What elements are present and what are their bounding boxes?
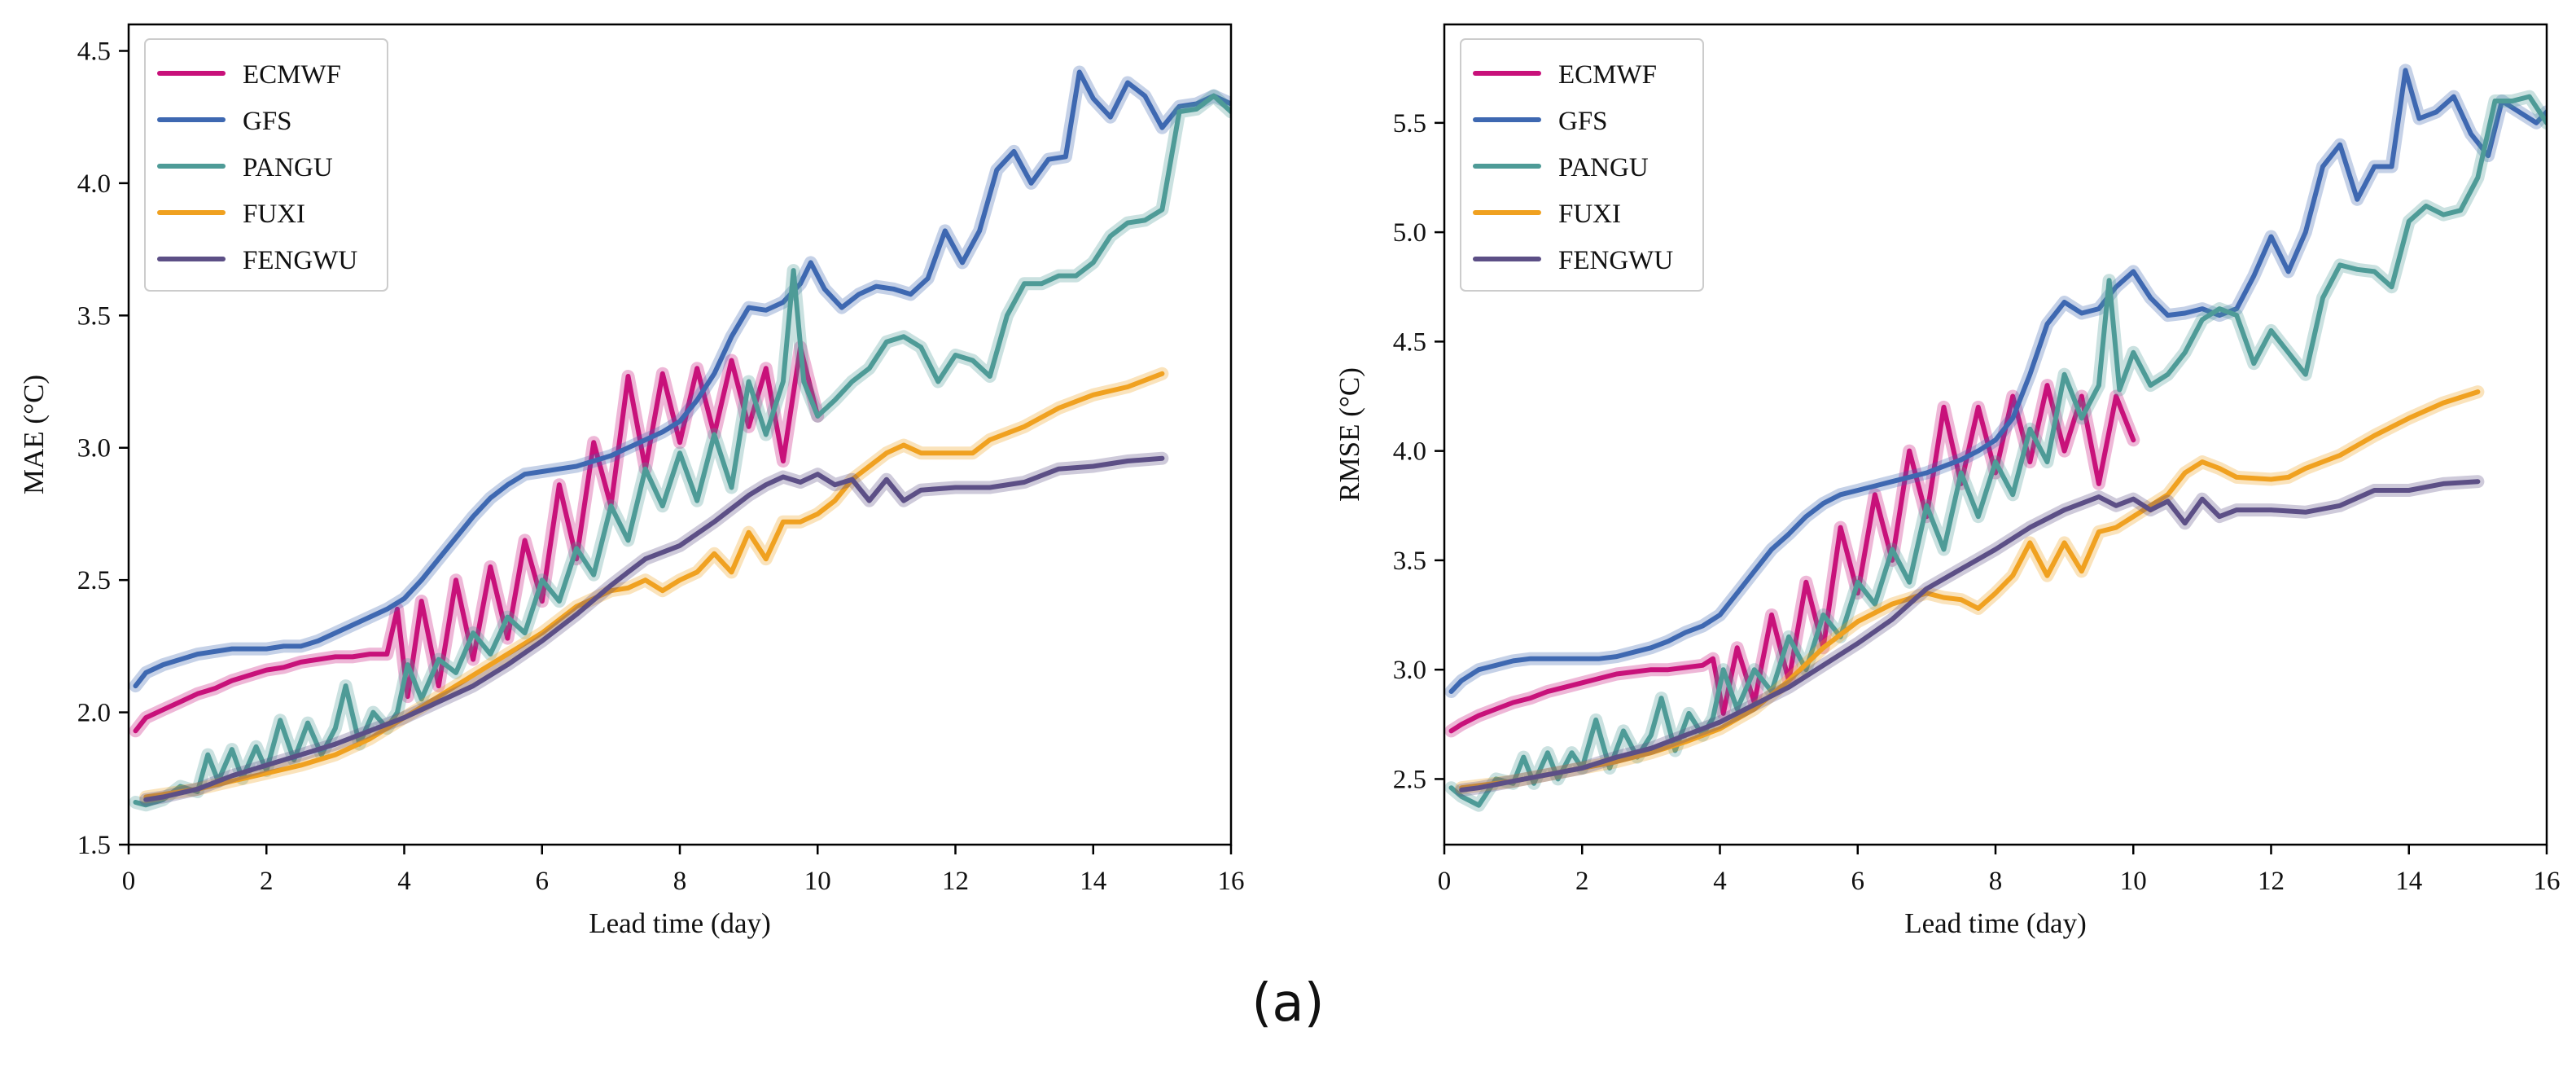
x-tick-label: 14 bbox=[2395, 867, 2422, 896]
x-tick-label: 4 bbox=[397, 867, 411, 896]
legend-label-gfs: GFS bbox=[1558, 107, 1608, 136]
x-tick-label: 6 bbox=[1851, 867, 1865, 896]
y-tick-label: 2.0 bbox=[77, 699, 111, 728]
y-tick-label: 4.5 bbox=[77, 37, 111, 66]
y-axis-label: RMSE (°C) bbox=[1334, 367, 1365, 502]
legend: ECMWF GFS PANGU FUXI FENGWU bbox=[1460, 38, 1704, 292]
legend-label-fuxi: FUXI bbox=[243, 200, 305, 229]
series-line-fengwu bbox=[1459, 479, 2481, 793]
y-tick-label: 3.0 bbox=[77, 434, 111, 463]
series-line-pangu bbox=[133, 93, 1231, 808]
legend-label-pangu: PANGU bbox=[243, 153, 333, 182]
y-tick-label: 5.5 bbox=[1393, 109, 1426, 138]
y-tick-label: 4.5 bbox=[1393, 327, 1426, 357]
figure-caption: (a) bbox=[1251, 973, 1325, 1034]
x-tick-label: 16 bbox=[2534, 867, 2561, 896]
x-tick-label: 8 bbox=[673, 867, 687, 896]
legend-box bbox=[144, 38, 388, 292]
y-axis-label: MAE (°C) bbox=[18, 375, 50, 494]
x-tick-label: 10 bbox=[804, 867, 831, 896]
y-tick-label: 3.5 bbox=[1393, 547, 1426, 576]
series-line-gfs bbox=[133, 69, 1231, 689]
series-line-fengwu bbox=[143, 455, 1165, 802]
y-tick-label: 5.0 bbox=[1393, 218, 1426, 248]
y-tick-label: 3.0 bbox=[1393, 656, 1426, 685]
series-line-fuxi bbox=[1459, 389, 2481, 791]
x-tick-label: 0 bbox=[1438, 867, 1452, 896]
plot-area bbox=[1444, 64, 2547, 812]
legend-label-fengwu: FENGWU bbox=[243, 246, 357, 275]
x-tick-label: 2 bbox=[1575, 867, 1589, 896]
y-tick-label: 2.5 bbox=[77, 566, 111, 595]
legend-label-fengwu: FENGWU bbox=[1558, 246, 1673, 275]
x-tick-label: 16 bbox=[1218, 867, 1245, 896]
y-tick-label: 4.0 bbox=[1393, 437, 1426, 467]
x-tick-label: 4 bbox=[1713, 867, 1727, 896]
y-tick-label: 2.5 bbox=[1393, 765, 1426, 794]
series-line-ecmwf bbox=[133, 345, 821, 734]
legend-label-ecmwf: ECMWF bbox=[1558, 60, 1657, 90]
y-tick-label: 3.5 bbox=[77, 301, 111, 331]
series-line-pangu bbox=[1448, 94, 2547, 808]
mae-chart: 0 2 4 6 8 10 12 14 16 1.5 2.0 2.5 3.0 3.5 4.0 4.5 Lead t… bbox=[18, 23, 1245, 939]
legend-box bbox=[1460, 38, 1704, 292]
plot-area bbox=[129, 65, 1231, 812]
x-axis-label: Lead time (day) bbox=[589, 907, 771, 939]
x-tick-label: 12 bbox=[2258, 867, 2285, 896]
x-tick-label: 12 bbox=[942, 867, 969, 896]
legend-label-ecmwf: ECMWF bbox=[243, 60, 341, 90]
x-tick-label: 0 bbox=[122, 867, 136, 896]
legend: ECMWF GFS PANGU FUXI FENGWU bbox=[144, 38, 388, 292]
series-line-gfs bbox=[1448, 68, 2547, 694]
y-tick-label: 4.0 bbox=[77, 169, 111, 199]
x-tick-label: 2 bbox=[260, 867, 274, 896]
legend-label-gfs: GFS bbox=[243, 107, 292, 136]
x-tick-label: 8 bbox=[1989, 867, 2003, 896]
x-tick-label: 14 bbox=[1080, 867, 1106, 896]
series-line-fuxi bbox=[143, 371, 1165, 800]
rmse-chart: 0 2 4 6 8 10 12 14 16 2.5 3.0 3.5 4.0 4.5 5.0 5.5 Lead t… bbox=[1334, 23, 2561, 939]
legend-label-pangu: PANGU bbox=[1558, 153, 1649, 182]
x-axis-label: Lead time (day) bbox=[1904, 907, 2087, 939]
y-tick-label: 1.5 bbox=[77, 831, 111, 860]
x-tick-label: 6 bbox=[536, 867, 550, 896]
x-tick-label: 10 bbox=[2120, 867, 2147, 896]
legend-label-fuxi: FUXI bbox=[1558, 200, 1621, 229]
